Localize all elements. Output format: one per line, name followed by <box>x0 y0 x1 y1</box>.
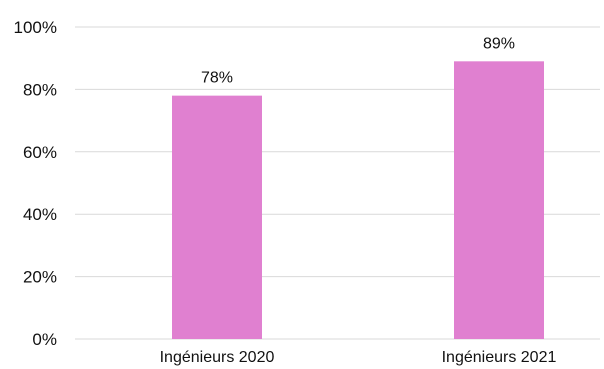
x-category-label: Ingénieurs 2020 <box>160 349 275 366</box>
y-axis-tick-labels: 0% 20% 40% 60% 80% 100% <box>14 18 57 349</box>
y-tick-label: 80% <box>23 80 57 99</box>
y-tick-label: 0% <box>32 330 57 349</box>
bar-1 <box>172 95 262 339</box>
x-axis-category-labels: Ingénieurs 2020 Ingénieurs 2021 <box>160 349 557 366</box>
bar-2 <box>454 61 544 339</box>
bars <box>172 61 544 339</box>
x-category-label: Ingénieurs 2021 <box>442 349 557 366</box>
y-tick-label: 60% <box>23 143 57 162</box>
data-labels: 78% 89% <box>201 35 515 86</box>
data-label: 89% <box>483 35 515 52</box>
data-label: 78% <box>201 70 233 87</box>
y-tick-label: 40% <box>23 205 57 224</box>
y-tick-label: 100% <box>14 18 57 37</box>
y-tick-label: 20% <box>23 268 57 287</box>
